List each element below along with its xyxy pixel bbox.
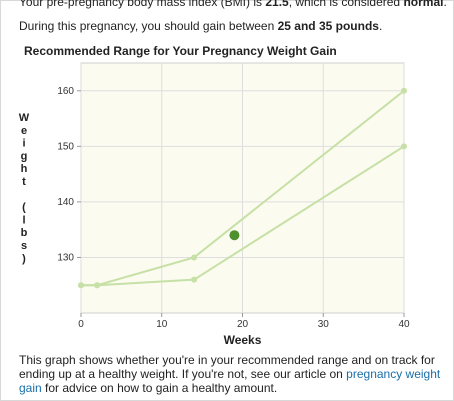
footer-text-before: This graph shows whether you're in your … (19, 353, 435, 381)
x-tick-label: 20 (237, 319, 249, 330)
lower-range-point (94, 282, 101, 289)
gain-suffix: . (378, 19, 383, 33)
lower-range-line (81, 145, 405, 287)
bmi-category: normal (403, 0, 444, 9)
y-tick-label: 140 (57, 197, 74, 208)
current-weight-point (229, 230, 240, 241)
upper-range-point (191, 254, 198, 261)
gain-statement: During this pregnancy, you should gain b… (19, 19, 382, 33)
bmi-value: 21.5 (265, 0, 289, 9)
x-axis-label: Weeks (224, 333, 262, 347)
y-tick-label: 130 (57, 252, 74, 263)
bmi-mid: , which is considered (288, 0, 404, 9)
bmi-suffix: . (443, 0, 447, 9)
upper-range-point (401, 87, 407, 94)
x-tick-label: 30 (318, 319, 330, 330)
y-tick-label: 150 (57, 141, 74, 152)
footer-text-after: for advice on how to gain a healthy amou… (41, 381, 278, 395)
y-tick-label: 160 (57, 86, 74, 97)
footer-text: This graph shows whether you're in your … (19, 353, 449, 395)
gain-prefix: During this pregnancy, you should gain b… (19, 19, 278, 33)
x-tick-label: 40 (398, 319, 410, 330)
gain-range: 25 and 35 pounds (277, 19, 379, 33)
x-tick-label: 0 (78, 319, 84, 330)
lower-range-point (401, 143, 407, 150)
bmi-prefix: Your pre-pregnancy body mass index (BMI)… (19, 0, 266, 9)
bmi-statement: Your pre-pregnancy body mass index (BMI)… (19, 0, 447, 9)
lower-range-point (78, 282, 84, 289)
chart-title: Recommended Range for Your Pregnancy Wei… (24, 44, 337, 58)
x-tick-label: 10 (156, 319, 168, 330)
pregnancy-weight-gain-link[interactable]: pregnancy weight gain (19, 367, 441, 395)
lower-range-point (191, 276, 198, 283)
